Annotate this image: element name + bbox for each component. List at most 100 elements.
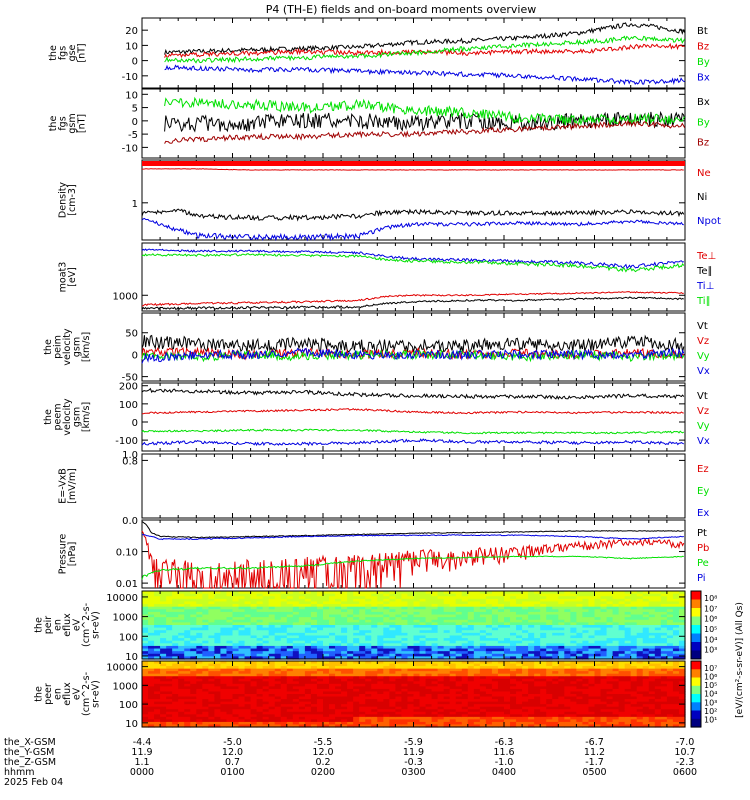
heatmap-cell: [600, 614, 608, 618]
heatmap-cell: [540, 721, 547, 726]
heatmap-cell: [160, 630, 167, 634]
heatmap-cell: [142, 619, 149, 623]
heatmap-cell: [371, 606, 378, 610]
heatmap-cell: [654, 645, 662, 650]
heatmap-cell: [672, 591, 680, 595]
heatmap-cell: [407, 601, 415, 605]
heatmap-cell: [407, 645, 415, 650]
heatmap-cell: [256, 622, 264, 626]
heatmap-cell: [497, 706, 505, 710]
heatmap-cell: [594, 651, 602, 655]
heatmap-cell: [304, 699, 312, 703]
heatmap-cell: [178, 686, 185, 690]
heatmap-cell: [449, 686, 457, 690]
heatmap-cell: [497, 686, 505, 690]
heatmap-cell: [552, 596, 559, 600]
heatmap-cell: [485, 694, 493, 698]
heatmap-cell: [371, 593, 378, 597]
heatmap-cell: [510, 635, 517, 639]
heatmap-cell: [401, 719, 409, 723]
heatmap-cell: [244, 606, 252, 610]
heatmap-cell: [280, 678, 288, 682]
heatmap-cell: [600, 627, 608, 631]
heatmap-cell: [172, 604, 179, 608]
heatmap-cell: [323, 721, 330, 726]
series-Te⊥: [141, 291, 684, 307]
heatmap-cell: [431, 609, 439, 613]
heatmap-cell: [262, 609, 270, 613]
heatmap-cell: [184, 604, 191, 608]
heatmap-cell: [570, 724, 577, 728]
heatmap-cell: [461, 666, 469, 670]
heatmap-cell: [504, 724, 511, 728]
heatmap-cell: [202, 711, 209, 715]
heatmap-cell: [184, 691, 191, 695]
heatmap-cell: [570, 706, 577, 710]
heatmap-cell: [443, 666, 451, 670]
heatmap-cell: [292, 611, 300, 616]
heatmap-cell: [208, 638, 215, 642]
heatmap-cell: [202, 681, 209, 685]
heatmap-cell: [238, 714, 246, 718]
heatmap-cell: [353, 635, 360, 639]
heatmap-cell: [437, 614, 445, 618]
heatmap-cell: [534, 671, 541, 675]
heatmap-cell: [389, 606, 396, 610]
heatmap-cell: [323, 611, 330, 616]
heatmap-cell: [642, 651, 650, 655]
heatmap-cell: [618, 648, 626, 652]
heatmap-cell: [395, 643, 403, 647]
heatmap-cell: [316, 632, 324, 637]
heatmap-cell: [190, 663, 197, 667]
heatmap-cell: [395, 630, 403, 634]
heatmap-cell: [214, 638, 222, 642]
heatmap-cell: [172, 666, 179, 670]
heatmap-cell: [323, 606, 330, 610]
heatmap-cell: [528, 663, 535, 667]
heatmap-cell: [178, 716, 185, 720]
heatmap-cell: [491, 706, 499, 710]
heatmap-cell: [178, 719, 185, 723]
heatmap-cell: [564, 593, 571, 597]
heatmap-cell: [606, 593, 614, 597]
heatmap-cell: [449, 701, 457, 705]
heatmap-cell: [172, 711, 179, 715]
heatmap-cell: [576, 596, 584, 600]
heatmap-cell: [504, 601, 511, 605]
heatmap-cell: [455, 651, 463, 655]
heatmap-cell: [347, 701, 354, 705]
heatmap-cell: [142, 630, 149, 634]
heatmap-cell: [250, 673, 258, 677]
heatmap-cell: [395, 653, 403, 657]
heatmap-cell: [479, 724, 487, 728]
heatmap-cell: [274, 625, 282, 629]
heatmap-cell: [329, 711, 336, 715]
heatmap-cell: [238, 606, 246, 610]
heatmap-cell: [353, 598, 360, 603]
heatmap-cell: [600, 601, 608, 605]
heatmap-cell: [383, 681, 390, 685]
heatmap-cell: [142, 604, 149, 608]
heatmap-cell: [522, 704, 529, 708]
heatmap-cell: [467, 701, 475, 705]
heatmap-cell: [528, 596, 535, 600]
heatmap-cell: [286, 663, 294, 667]
heatmap-cell: [377, 678, 384, 682]
heatmap-cell: [407, 614, 415, 618]
heatmap-cell: [624, 638, 632, 642]
heatmap-cell: [467, 591, 475, 595]
heatmap-cell: [522, 606, 529, 610]
heatmap-cell: [256, 706, 264, 710]
heatmap-cell: [642, 619, 650, 623]
heatmap-cell: [310, 699, 318, 703]
heatmap-cell: [504, 593, 511, 597]
heatmap-cell: [371, 719, 378, 723]
heatmap-cell: [280, 681, 288, 685]
heatmap-cell: [256, 661, 264, 665]
heatmap-cell: [642, 604, 650, 608]
heatmap-cell: [455, 673, 463, 677]
heatmap-cell: [160, 686, 167, 690]
heatmap-cell: [431, 683, 439, 687]
heatmap-cell: [298, 694, 306, 698]
heatmap-cell: [546, 666, 553, 670]
